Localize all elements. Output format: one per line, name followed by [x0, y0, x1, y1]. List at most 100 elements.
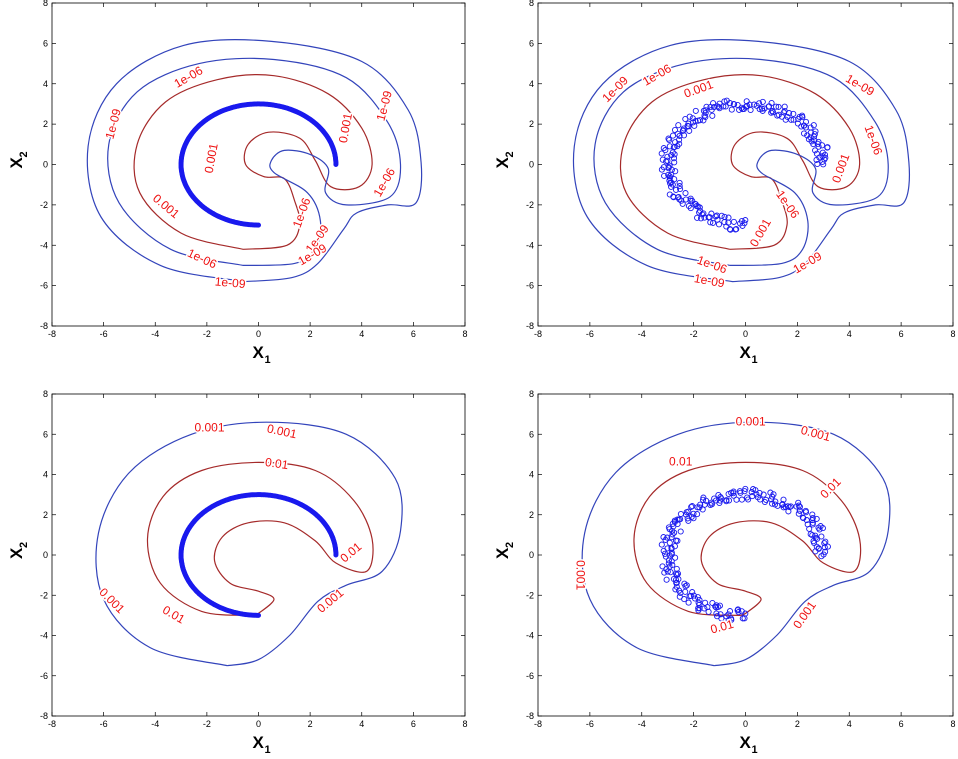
data-point: [709, 112, 716, 119]
data-point: [807, 531, 814, 538]
data-point: [725, 490, 732, 498]
data-point: [694, 214, 701, 221]
y-axis-label: X: [493, 547, 512, 559]
data-point: [688, 513, 695, 520]
y-tick-label: 0: [43, 550, 48, 560]
data-point: [690, 510, 697, 517]
data-point: [804, 521, 811, 528]
x-tick-label: -4: [151, 719, 159, 729]
data-point: [694, 511, 701, 518]
y-tick-label: -4: [526, 631, 534, 641]
data-point: [685, 123, 692, 130]
data-point: [824, 144, 831, 151]
data-point: [674, 143, 681, 150]
data-point: [255, 222, 261, 228]
data-point: [809, 511, 816, 518]
y-tick-label: -2: [526, 200, 534, 210]
x-tick-label: 8: [950, 719, 955, 729]
data-point: [689, 503, 696, 510]
data-point: [800, 130, 808, 137]
data-point: [708, 106, 715, 113]
data-point: [813, 515, 820, 522]
data-point: [715, 603, 722, 611]
data-point: [707, 501, 714, 509]
data-point: [758, 105, 766, 112]
data-point: [728, 615, 735, 622]
y-tick-label: 0: [529, 160, 534, 170]
plot-frame: [51, 393, 466, 717]
data-point: [255, 612, 261, 618]
data-point: [718, 212, 725, 219]
data-point: [673, 570, 680, 577]
data-point: [692, 107, 699, 114]
data-point: [709, 219, 717, 226]
data-point: [790, 116, 797, 123]
data-point: [686, 127, 693, 134]
y-tick-label: -6: [40, 281, 48, 291]
data-point: [742, 217, 749, 224]
y-axis-label: X: [7, 547, 26, 559]
data-point: [809, 514, 816, 522]
data-point: [782, 116, 789, 123]
x-tick-label: 2: [308, 719, 313, 729]
x-tick-label: -8: [48, 329, 56, 339]
data-point: [717, 494, 724, 501]
x-tick-label: 6: [411, 329, 416, 339]
x-tick-label: 8: [462, 329, 467, 339]
data-point: [669, 520, 676, 527]
data-point: [676, 179, 683, 186]
data-point: [802, 509, 810, 516]
data-point: [751, 101, 758, 108]
x-tick-label: -6: [586, 329, 594, 339]
data-point: [700, 210, 707, 217]
data-point: [780, 109, 787, 116]
data-point: [664, 568, 671, 575]
data-point: [686, 593, 693, 600]
x-tick-label: 0: [743, 719, 748, 729]
data-point: [671, 529, 678, 536]
data-point: [712, 213, 719, 220]
y-tick-label: 4: [43, 79, 48, 89]
x-tick-label: -8: [534, 329, 542, 339]
y-tick-label: -2: [526, 590, 534, 600]
x-tick-label: 2: [795, 329, 800, 339]
x-tick-label: -4: [638, 329, 646, 339]
data-point: [700, 494, 707, 501]
x-tick-label: -4: [151, 329, 159, 339]
y-axis-label: X: [493, 157, 512, 169]
data-point: [667, 569, 674, 576]
data-point: [702, 113, 709, 121]
data-point: [815, 138, 822, 145]
x-tick-label: 6: [899, 719, 904, 729]
contour-line-1: [107, 57, 402, 266]
data-point: [774, 112, 781, 119]
data-point: [707, 104, 714, 111]
data-point: [662, 553, 669, 560]
x-tick-label: -2: [690, 329, 698, 339]
data-point: [672, 186, 680, 193]
x-tick-label: 2: [795, 719, 800, 729]
x-tick-label: -6: [100, 719, 108, 729]
data-point: [733, 226, 740, 233]
data-point: [665, 171, 672, 178]
data-point: [705, 608, 712, 615]
data-point: [668, 183, 675, 190]
x-axis-label-subscript: 1: [265, 354, 271, 366]
contour-lines: [581, 421, 891, 667]
y-tick-label: -8: [526, 321, 534, 331]
data-point: [799, 514, 806, 521]
data-point: [814, 160, 821, 168]
y-tick-label: -8: [526, 711, 534, 721]
data-point: [754, 494, 761, 501]
data-point: [671, 151, 678, 158]
data-point: [796, 503, 803, 510]
x-axis-label-subscript: 1: [752, 354, 758, 366]
x-tick-label: -6: [100, 329, 108, 339]
data-point: [665, 560, 672, 567]
data-point: [690, 592, 697, 599]
data-point: [728, 106, 735, 113]
data-point: [811, 137, 818, 144]
data-point: [715, 491, 722, 499]
data-point: [730, 218, 737, 225]
